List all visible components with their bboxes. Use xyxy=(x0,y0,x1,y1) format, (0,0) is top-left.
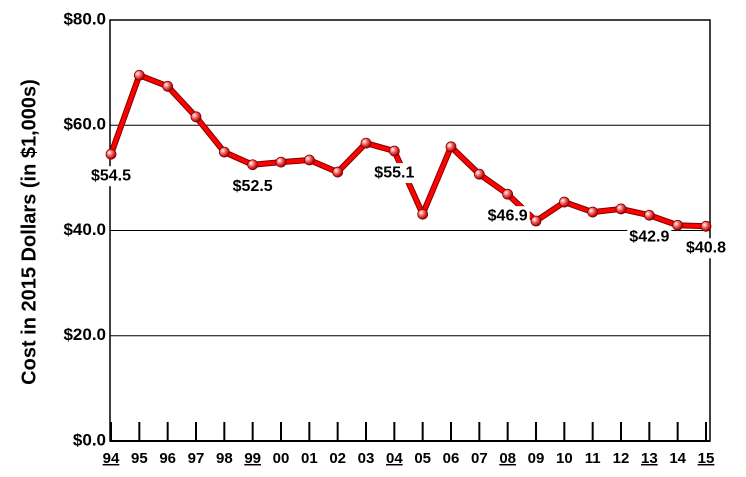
x-tick-label: 11 xyxy=(585,450,601,467)
data-point xyxy=(672,219,684,231)
x-tick-label: 08 xyxy=(499,450,516,467)
data-point xyxy=(643,209,655,221)
y-tick-label: $20.0 xyxy=(63,325,106,344)
value-label: $40.8 xyxy=(686,240,726,257)
value-label: $52.5 xyxy=(233,178,273,195)
data-point xyxy=(417,208,429,220)
x-tick-label: 13 xyxy=(641,450,658,467)
y-tick-label: $0.0 xyxy=(73,430,106,449)
x-tick-label: 95 xyxy=(131,450,148,467)
value-label: $54.5 xyxy=(91,167,131,184)
x-tick-label: 12 xyxy=(613,450,630,467)
x-tick-label: 05 xyxy=(414,450,431,467)
data-point xyxy=(445,141,457,153)
value-label: $42.9 xyxy=(629,228,669,245)
value-label: $46.9 xyxy=(488,207,528,224)
x-tick-label: 14 xyxy=(669,450,686,467)
data-point xyxy=(275,156,287,168)
x-tick-label: 94 xyxy=(103,450,120,467)
y-tick-label: $80.0 xyxy=(63,9,106,28)
x-tick-label: 97 xyxy=(188,450,205,467)
value-label-bg xyxy=(230,176,275,197)
data-point xyxy=(473,168,485,180)
value-label-bg xyxy=(627,227,672,248)
data-point xyxy=(303,154,315,166)
x-tick-label: 96 xyxy=(159,450,176,467)
x-tick-label: 00 xyxy=(273,450,290,467)
x-tick-label: 07 xyxy=(471,450,488,467)
data-point xyxy=(388,145,400,157)
value-label-bg xyxy=(683,238,729,259)
data-point xyxy=(190,111,202,123)
x-tick-label: 04 xyxy=(386,450,403,467)
x-tick-label: 98 xyxy=(216,450,233,467)
value-label-bg xyxy=(88,166,134,187)
data-point xyxy=(558,196,570,208)
data-point xyxy=(502,188,514,200)
data-point xyxy=(530,215,542,227)
data-point xyxy=(700,220,712,232)
value-label-bg xyxy=(372,163,417,184)
value-label-bg xyxy=(485,206,530,227)
x-tick-label: 03 xyxy=(358,450,375,467)
data-point xyxy=(247,159,259,171)
x-tick-label: 02 xyxy=(329,450,346,467)
data-point xyxy=(332,166,344,178)
x-tick-label: 15 xyxy=(698,450,715,467)
x-tick-label: 01 xyxy=(301,450,318,467)
data-point xyxy=(162,80,174,92)
y-tick-label: $40.0 xyxy=(63,220,106,239)
x-tick-label: 06 xyxy=(443,450,460,467)
value-label: $55.1 xyxy=(374,164,414,181)
data-point xyxy=(360,137,372,149)
x-tick-label: 10 xyxy=(556,450,573,467)
x-tick-label: 99 xyxy=(244,450,261,467)
y-axis-label: Cost in 2015 Dollars (in $1,000s) xyxy=(18,79,40,385)
data-point xyxy=(615,203,627,215)
x-tick-label: 09 xyxy=(528,450,545,467)
data-point xyxy=(218,146,230,158)
data-point xyxy=(105,148,117,160)
y-tick-label: $60.0 xyxy=(63,115,106,134)
data-point xyxy=(587,206,599,218)
data-point xyxy=(133,69,145,81)
